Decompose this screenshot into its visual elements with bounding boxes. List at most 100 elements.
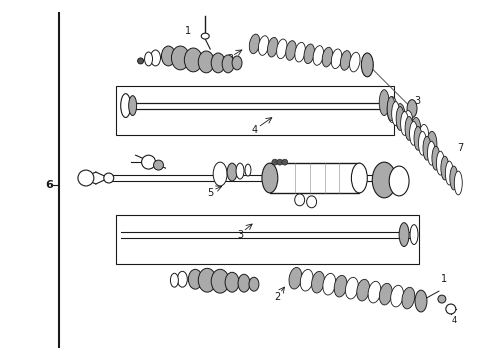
- Ellipse shape: [213, 162, 227, 186]
- Ellipse shape: [419, 125, 429, 150]
- Ellipse shape: [361, 53, 373, 77]
- Text: 4: 4: [451, 316, 456, 325]
- Ellipse shape: [222, 55, 234, 73]
- Ellipse shape: [262, 163, 278, 193]
- Text: 6: 6: [45, 180, 53, 190]
- Ellipse shape: [249, 277, 259, 291]
- Ellipse shape: [184, 48, 202, 72]
- Ellipse shape: [232, 56, 242, 70]
- Ellipse shape: [172, 46, 189, 70]
- Ellipse shape: [245, 164, 251, 176]
- Ellipse shape: [312, 271, 324, 293]
- Text: 2: 2: [275, 292, 281, 302]
- Ellipse shape: [427, 141, 436, 165]
- Ellipse shape: [286, 41, 296, 60]
- Ellipse shape: [396, 107, 404, 130]
- Ellipse shape: [392, 102, 400, 125]
- Ellipse shape: [225, 272, 239, 292]
- Ellipse shape: [391, 285, 403, 307]
- Text: 4: 4: [252, 125, 258, 135]
- Ellipse shape: [177, 271, 187, 287]
- Ellipse shape: [331, 49, 342, 68]
- Ellipse shape: [405, 117, 413, 140]
- Ellipse shape: [171, 273, 178, 287]
- Ellipse shape: [295, 42, 305, 62]
- Ellipse shape: [198, 268, 216, 292]
- Ellipse shape: [323, 273, 336, 295]
- Text: 3: 3: [414, 96, 420, 105]
- Ellipse shape: [307, 196, 317, 208]
- Ellipse shape: [289, 267, 302, 289]
- Text: 1: 1: [185, 26, 192, 36]
- Ellipse shape: [227, 163, 237, 181]
- Ellipse shape: [427, 131, 437, 157]
- Ellipse shape: [387, 96, 395, 121]
- Ellipse shape: [411, 117, 421, 143]
- Ellipse shape: [372, 162, 396, 198]
- Ellipse shape: [129, 96, 137, 116]
- Ellipse shape: [238, 274, 250, 292]
- Ellipse shape: [282, 159, 288, 165]
- Ellipse shape: [445, 161, 453, 185]
- Ellipse shape: [272, 159, 278, 165]
- Ellipse shape: [341, 51, 351, 70]
- Ellipse shape: [410, 225, 418, 244]
- Ellipse shape: [268, 37, 278, 57]
- Ellipse shape: [402, 287, 415, 309]
- Ellipse shape: [454, 171, 462, 195]
- Ellipse shape: [313, 46, 323, 65]
- Ellipse shape: [357, 279, 369, 301]
- Text: 1: 1: [441, 274, 447, 284]
- Ellipse shape: [211, 53, 225, 73]
- Ellipse shape: [432, 146, 440, 170]
- Ellipse shape: [277, 39, 287, 59]
- Ellipse shape: [401, 112, 409, 135]
- Ellipse shape: [414, 126, 422, 150]
- Ellipse shape: [201, 33, 209, 39]
- Ellipse shape: [121, 94, 131, 117]
- Ellipse shape: [188, 269, 202, 289]
- Ellipse shape: [395, 104, 405, 129]
- Text: 3: 3: [237, 230, 243, 239]
- Ellipse shape: [446, 304, 456, 314]
- Ellipse shape: [294, 194, 305, 206]
- Ellipse shape: [142, 155, 155, 169]
- Ellipse shape: [423, 136, 431, 160]
- Ellipse shape: [387, 96, 397, 122]
- Ellipse shape: [78, 170, 94, 186]
- Ellipse shape: [249, 34, 260, 54]
- Ellipse shape: [399, 223, 409, 247]
- Ellipse shape: [334, 275, 347, 297]
- Ellipse shape: [236, 163, 244, 179]
- Ellipse shape: [145, 52, 152, 66]
- Ellipse shape: [104, 173, 114, 183]
- Ellipse shape: [368, 281, 381, 303]
- Ellipse shape: [438, 295, 446, 303]
- Ellipse shape: [345, 277, 358, 299]
- Ellipse shape: [407, 100, 417, 117]
- Ellipse shape: [198, 51, 214, 73]
- Text: 5: 5: [207, 188, 213, 198]
- Ellipse shape: [403, 111, 413, 136]
- Ellipse shape: [304, 44, 315, 64]
- Ellipse shape: [351, 163, 368, 193]
- Text: 7: 7: [458, 143, 464, 153]
- Ellipse shape: [211, 269, 229, 293]
- Ellipse shape: [277, 159, 283, 165]
- Text: 2: 2: [227, 54, 233, 64]
- Bar: [270, 163, 359, 193]
- Ellipse shape: [258, 36, 269, 55]
- Ellipse shape: [349, 52, 360, 72]
- Ellipse shape: [153, 160, 164, 170]
- Ellipse shape: [410, 121, 417, 145]
- Ellipse shape: [389, 166, 409, 196]
- Ellipse shape: [418, 131, 426, 155]
- Ellipse shape: [437, 151, 444, 175]
- Ellipse shape: [150, 50, 161, 66]
- Ellipse shape: [441, 156, 449, 180]
- Ellipse shape: [379, 90, 389, 116]
- Ellipse shape: [162, 46, 175, 66]
- Ellipse shape: [379, 283, 392, 305]
- Ellipse shape: [450, 166, 458, 190]
- Ellipse shape: [300, 269, 313, 291]
